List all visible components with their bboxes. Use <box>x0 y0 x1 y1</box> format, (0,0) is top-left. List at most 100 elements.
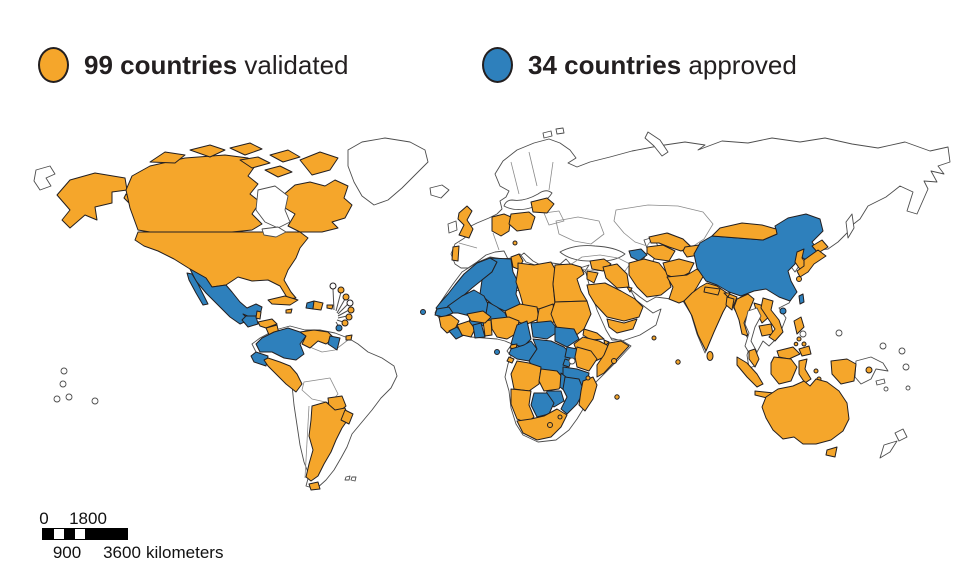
region-new-zealand-south <box>879 440 898 459</box>
approved-count: 34 countries <box>528 50 682 80</box>
legend-approved-text: 34 countries approved <box>528 52 797 78</box>
region-cabinda <box>506 356 515 364</box>
region-maluku <box>813 368 819 374</box>
region-malaysia-peninsula <box>748 348 760 368</box>
region-arctic-island <box>229 142 263 156</box>
scale-segment <box>64 529 75 539</box>
region-baltic-states <box>530 197 555 214</box>
border-chile-argentina <box>304 405 310 479</box>
region-yemen <box>606 318 638 334</box>
region-uzbekistan <box>648 232 692 252</box>
region-mozambique <box>560 376 585 415</box>
validated-swatch <box>38 47 69 83</box>
border-belarus <box>543 210 565 226</box>
region-socotra <box>651 335 657 341</box>
island-marker <box>345 313 353 321</box>
region-japan-kyushu <box>796 276 802 282</box>
region-cuba <box>267 295 299 306</box>
region-falkland <box>350 476 357 482</box>
region-colombia <box>255 327 307 361</box>
region-mongolia <box>711 222 778 241</box>
region-iceland <box>429 184 450 199</box>
region-new-zealand-north <box>894 428 908 442</box>
scale-segment <box>74 529 85 539</box>
region-united-kingdom <box>457 205 474 239</box>
legend-item-approved: 34 countries approved <box>482 44 797 86</box>
region-jordan <box>586 270 599 284</box>
region-canada-east <box>281 179 353 233</box>
region-baffin-island <box>299 151 339 176</box>
region-falkland <box>344 475 351 481</box>
region-poland <box>508 211 536 232</box>
region-sri-lanka <box>706 351 714 361</box>
region-argentina <box>305 401 350 482</box>
region-baja-california <box>186 272 209 306</box>
region-trinidad <box>345 334 353 341</box>
region-nigeria <box>490 316 520 340</box>
island-marker <box>902 363 910 371</box>
region-philippines-visayas <box>793 341 799 347</box>
black-sea <box>559 245 626 262</box>
region-taiwan <box>798 293 805 305</box>
scale-tick-900: 900 <box>52 543 82 562</box>
region-greenland <box>347 137 429 206</box>
region-hainan <box>779 307 787 315</box>
scale-tick-1800: 1800 <box>69 509 107 528</box>
approved-swatch <box>482 47 513 83</box>
region-tasmania <box>825 446 838 458</box>
island-marker <box>879 342 887 350</box>
border-scandinavia-1 <box>510 161 520 195</box>
region-south-africa <box>516 408 568 441</box>
region-balkan-small <box>512 240 518 246</box>
approved-label: approved <box>688 50 797 80</box>
scale-tick-3600: 3600 <box>103 543 141 562</box>
region-afghanistan <box>662 258 695 280</box>
region-south-sudan <box>554 326 580 348</box>
region-belize <box>255 310 262 320</box>
region-egypt <box>552 263 588 303</box>
region-svalbard-1 <box>542 130 553 139</box>
island-marker <box>53 395 61 403</box>
region-kuwait <box>626 286 633 293</box>
region-chukotka-fragment <box>33 165 56 191</box>
region-dominican-republic <box>312 300 324 311</box>
border-scandinavia-3 <box>548 161 554 191</box>
region-libya <box>515 261 556 310</box>
region-vietnam <box>760 297 784 342</box>
region-philippines-visayas <box>796 336 802 342</box>
region-comoros <box>585 375 591 381</box>
region-canada-west <box>125 154 263 233</box>
region-kenya <box>574 346 598 372</box>
region-guatemala <box>241 315 259 328</box>
region-madagascar <box>578 376 598 412</box>
region-central-african-republic <box>530 320 560 340</box>
scale-segment <box>53 529 64 539</box>
region-philippines-visayas <box>801 341 807 347</box>
region-arctic-island <box>269 149 301 163</box>
region-sakhalin <box>845 213 855 239</box>
region-philippines-luzon <box>793 316 805 335</box>
island-marker <box>346 299 354 307</box>
region-japan-hokkaido <box>811 239 829 254</box>
baltic-sea <box>503 190 553 211</box>
island-marker <box>905 385 911 391</box>
region-tierra-del-fuego <box>308 481 321 491</box>
region-ghana <box>472 322 486 339</box>
region-cote-divoire <box>456 320 476 338</box>
scale-bar <box>42 528 128 540</box>
region-lesotho <box>547 422 553 428</box>
region-new-britain <box>875 378 886 386</box>
lake-victoria <box>568 357 576 365</box>
scale-unit-label: kilometers <box>146 543 224 562</box>
region-azerbaijan <box>628 248 648 262</box>
legend-item-validated: 99 countries validated <box>38 44 348 86</box>
scale-tick-0: 0 <box>39 509 49 528</box>
region-venezuela <box>299 329 335 349</box>
region-guyana <box>327 335 341 351</box>
island-marker <box>335 324 343 332</box>
region-iran <box>628 258 672 298</box>
region-maldives <box>675 359 681 365</box>
region-myanmar <box>733 293 755 337</box>
region-alaska <box>56 172 128 229</box>
region-cape-verde <box>420 309 426 315</box>
